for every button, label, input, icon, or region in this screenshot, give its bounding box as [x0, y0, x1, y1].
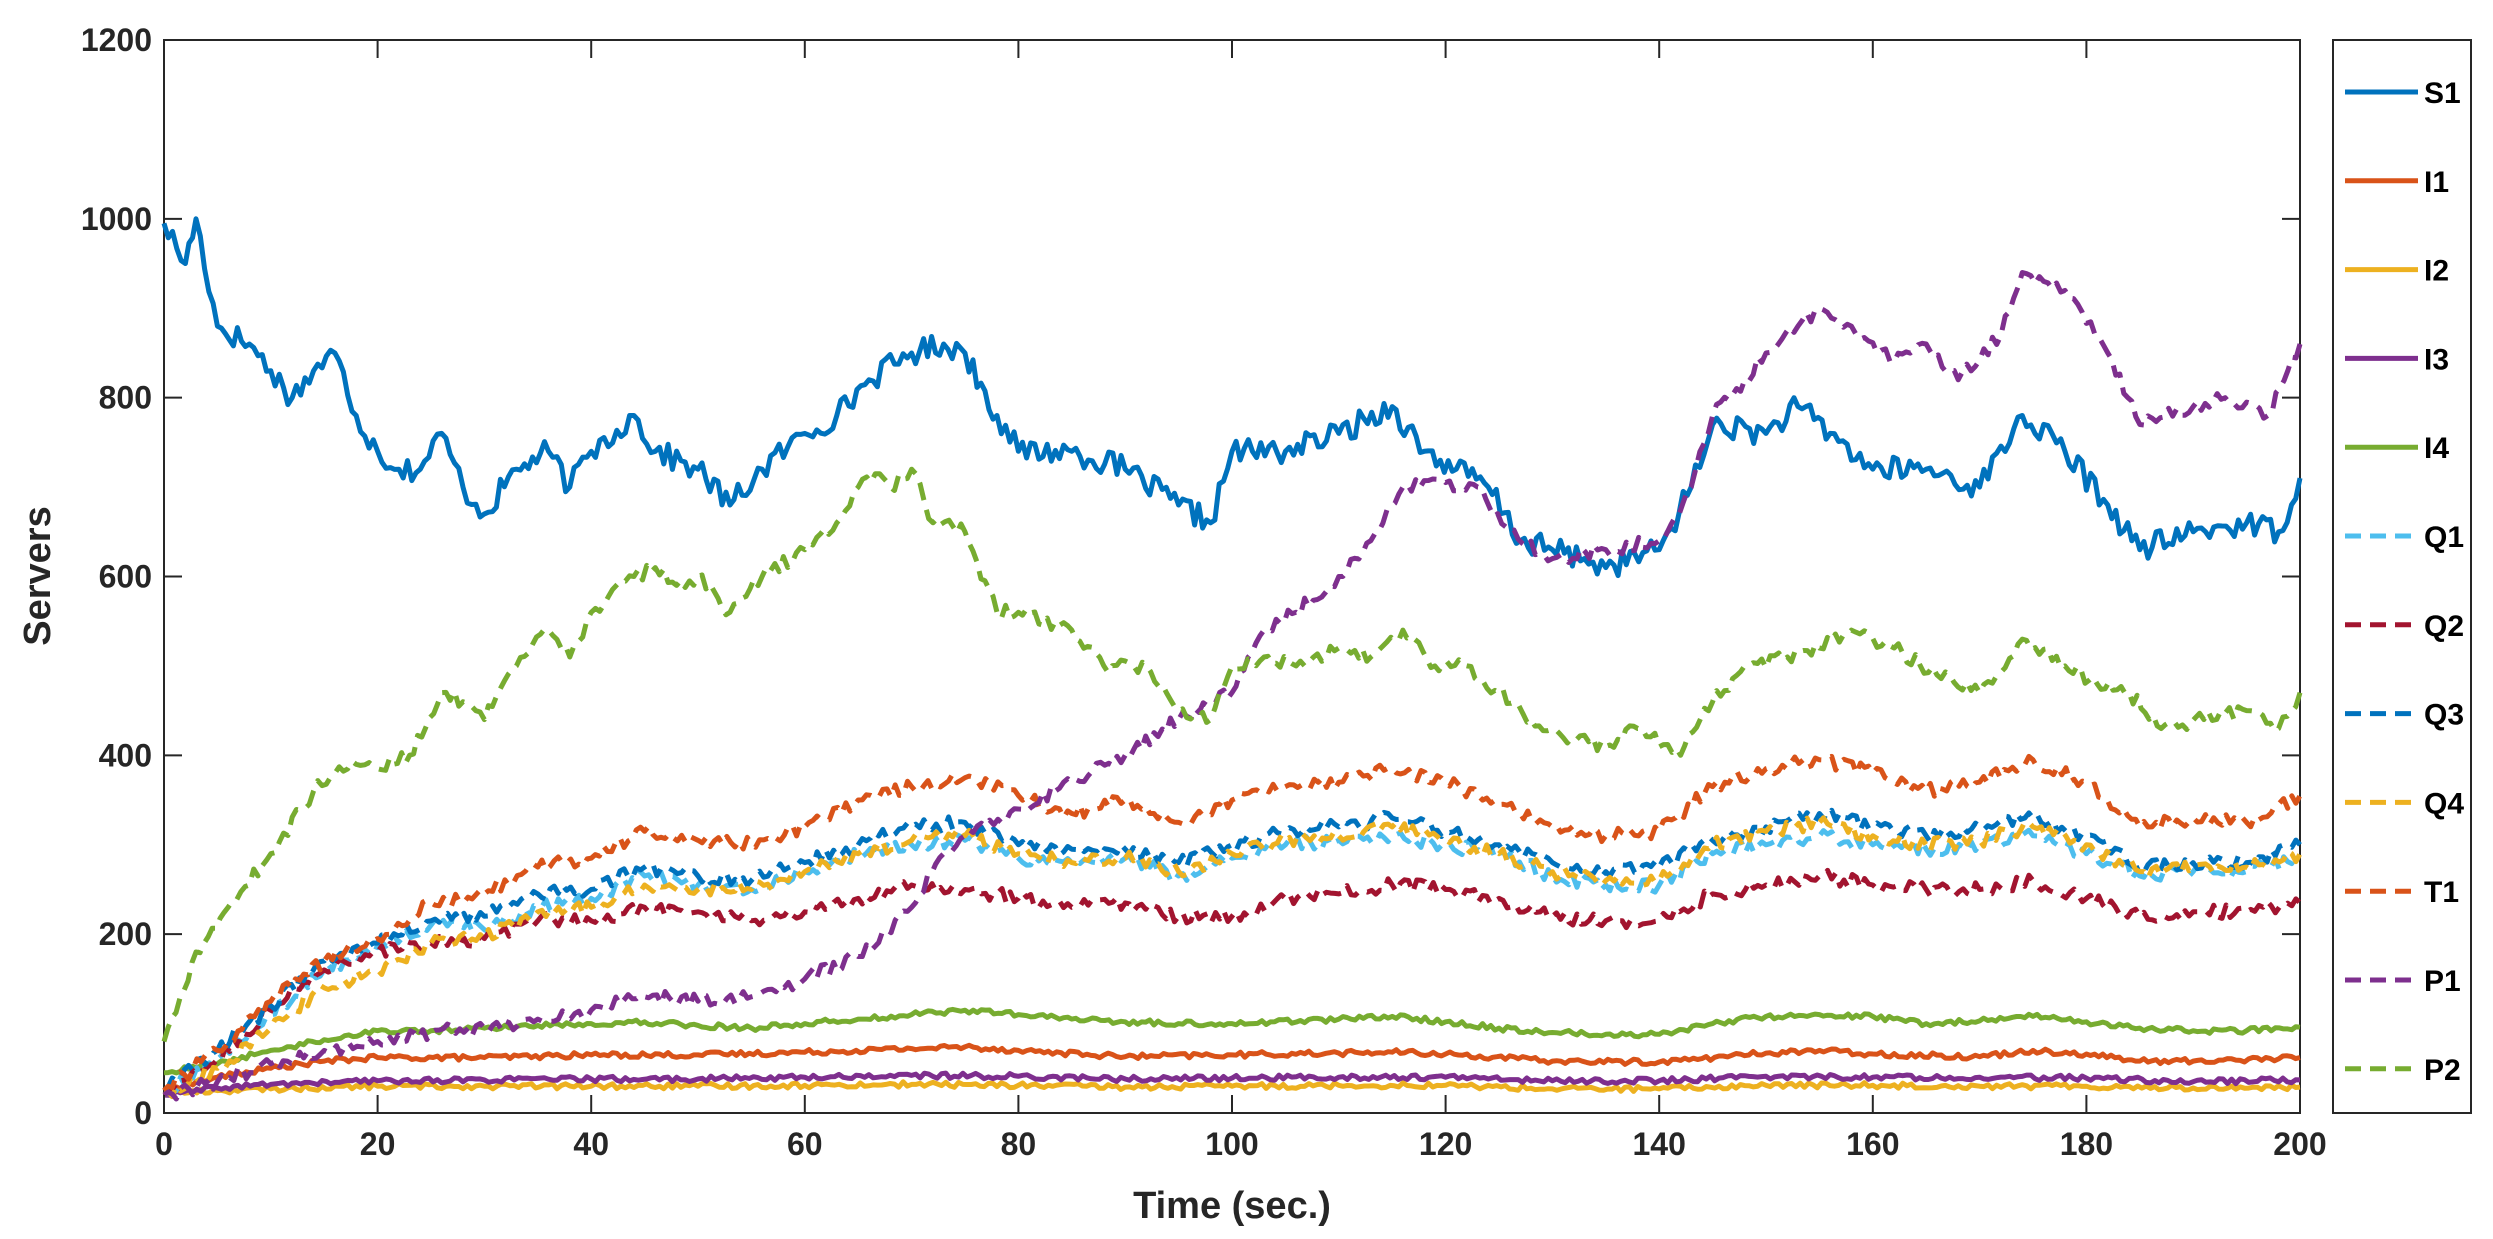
x-tick-label: 120 — [1419, 1126, 1472, 1162]
legend-label-q4: Q4 — [2424, 787, 2464, 820]
y-tick-label: 600 — [99, 559, 152, 595]
plot-area: 0 20 40 60 80 100 120 140 160 180 200 0 200 400 600 800… — [81, 22, 2327, 1162]
y-tick-label: 0 — [134, 1095, 152, 1131]
y-axis-label: Servers — [17, 506, 59, 645]
legend-label-q1: Q1 — [2424, 521, 2464, 554]
series-line-q1 — [162, 827, 2302, 1098]
legend-label-i1: I1 — [2424, 166, 2449, 199]
x-tick-label: 100 — [1205, 1126, 1258, 1162]
x-tick-label: 200 — [2273, 1126, 2326, 1162]
series-line-i1 — [163, 1042, 2301, 1094]
legend-label-i3: I3 — [2424, 343, 2449, 376]
legend-label-i2: I2 — [2424, 255, 2449, 288]
series-line-q4 — [162, 815, 2303, 1100]
legend-label-t1: T1 — [2424, 876, 2459, 909]
series-line-q3 — [162, 807, 2302, 1093]
y-tick-label: 1000 — [81, 201, 152, 237]
legend-box — [2332, 39, 2472, 1114]
series-line-s1 — [161, 216, 2303, 579]
series-line-i3 — [163, 1070, 2301, 1098]
y-tick-label: 1200 — [81, 22, 152, 58]
x-tick-label: 0 — [155, 1126, 173, 1162]
y-tick-label: 400 — [99, 737, 152, 773]
legend-label-i4: I4 — [2424, 432, 2449, 465]
legend: S1 I1 I2 I3 I4 Q1 Q2 Q3 Q4 T1 P1 P2 — [2332, 39, 2472, 1114]
tick-layer: 0 20 40 60 80 100 120 140 160 180 200 0 200 400 600 800… — [81, 22, 2327, 1162]
legend-label-p1: P1 — [2424, 965, 2461, 998]
legend-label-q2: Q2 — [2424, 610, 2464, 643]
series-line-i4 — [163, 1006, 2301, 1076]
series-layer — [161, 216, 2303, 1102]
legend-label-s1: S1 — [2424, 77, 2461, 110]
plot-frame — [163, 39, 2301, 1114]
series-line-i2 — [163, 1079, 2301, 1098]
series-line-p1 — [162, 270, 2303, 1102]
x-axis-label: Time (sec.) — [1133, 1185, 1331, 1227]
x-tick-label: 80 — [1001, 1126, 1037, 1162]
x-tick-label: 60 — [787, 1126, 823, 1162]
series-line-t1 — [162, 753, 2303, 1093]
legend-label-p2: P2 — [2424, 1054, 2461, 1087]
x-tick-label: 160 — [1846, 1126, 1899, 1162]
x-tick-label: 180 — [2060, 1126, 2113, 1162]
legend-items: S1 I1 I2 I3 I4 Q1 Q2 Q3 Q4 T1 P1 P2 — [2345, 77, 2464, 1087]
legend-label-q3: Q3 — [2424, 699, 2464, 732]
y-tick-label: 800 — [99, 380, 152, 416]
x-tick-label: 20 — [360, 1126, 396, 1162]
x-tick-label: 40 — [573, 1126, 609, 1162]
y-tick-label: 200 — [99, 916, 152, 952]
series-line-p2 — [161, 466, 2303, 1043]
x-tick-label: 140 — [1633, 1126, 1686, 1162]
